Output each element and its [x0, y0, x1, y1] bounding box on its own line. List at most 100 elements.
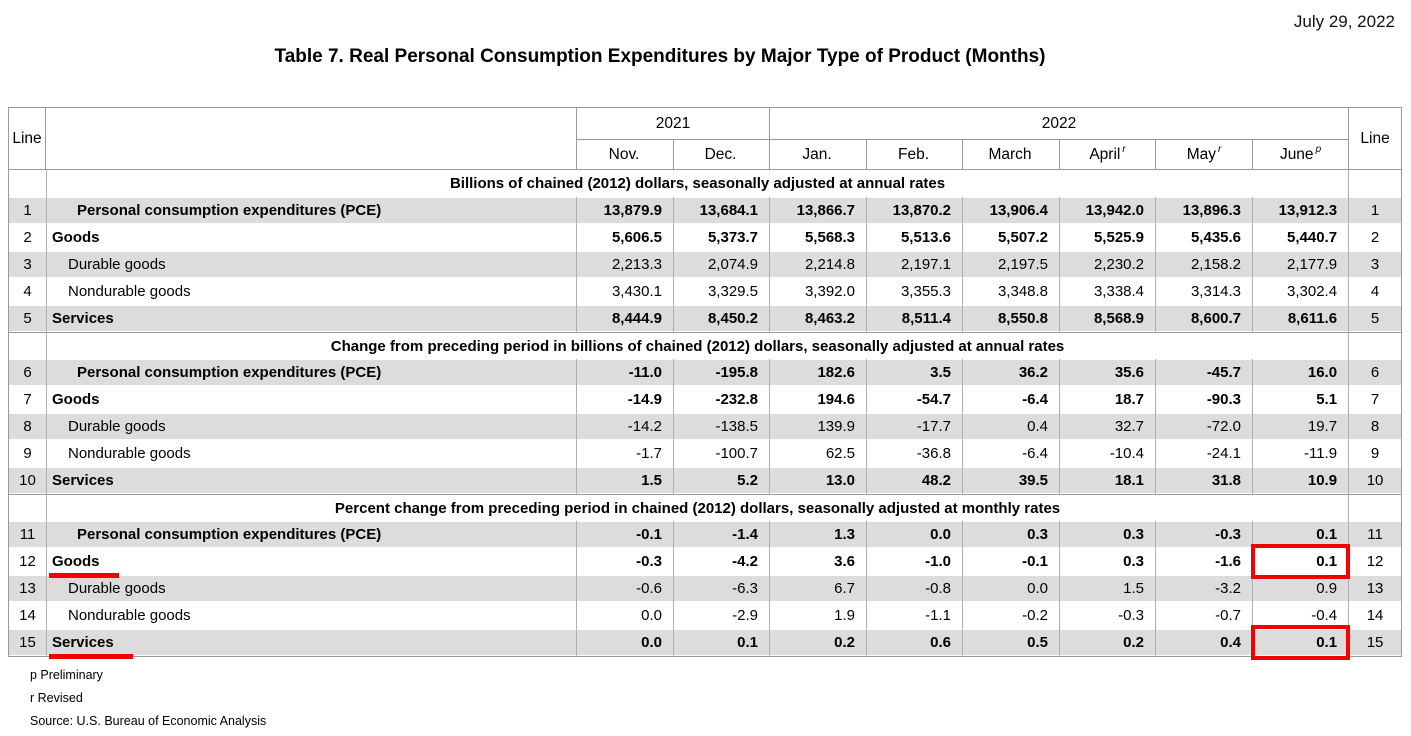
- value-cell: 2,230.2: [1059, 251, 1156, 278]
- column-header-dec: Dec.: [673, 140, 770, 170]
- value-cell: 62.5: [769, 440, 867, 467]
- red-underline: [49, 654, 133, 659]
- value: -6.3: [732, 580, 759, 597]
- value: 5,525.9: [1093, 229, 1145, 246]
- value-cell: 0.3: [1059, 548, 1156, 575]
- value: 8,444.9: [611, 310, 662, 327]
- line-number: 4: [1348, 278, 1402, 305]
- table-row: 12 Goods -0.3 -4.2 3.6 -1.0 -0.1 0.3 -1.6 0.1 12: [9, 544, 1402, 579]
- row-label-cell: Services: [46, 629, 576, 659]
- row-label-cell: Nondurable goods: [46, 278, 576, 305]
- value-cell: -3.2: [1155, 575, 1253, 602]
- value-cell: 0.3: [1059, 521, 1156, 548]
- value: 0.1: [1316, 553, 1338, 570]
- value-cell: 0.1: [673, 629, 770, 656]
- value: 3.5: [930, 364, 952, 381]
- value: 2,213.3: [611, 256, 662, 273]
- value-cell: -10.4: [1059, 440, 1156, 467]
- footnote-revised: r Revised: [30, 691, 83, 705]
- value: 0.4: [1220, 634, 1242, 651]
- year-header-2021: 2021: [576, 108, 770, 140]
- month-header-row: Nov. Dec. Jan. Feb. March April r May r Ju…: [9, 140, 1401, 170]
- row-label-cell: Nondurable goods: [46, 440, 576, 467]
- value-cell: 3,302.4: [1252, 278, 1349, 305]
- value-cell: 13,879.9: [576, 197, 673, 224]
- row-label: Durable goods: [68, 418, 166, 435]
- value: 8,511.4: [901, 310, 952, 327]
- value-cell: -14.9: [576, 386, 673, 413]
- value: -0.2: [1022, 607, 1049, 624]
- table-header: Line 2021 2022 Line Nov. Dec. Jan. Feb. …: [9, 108, 1402, 170]
- value-cell: -1.7: [576, 440, 673, 467]
- value-cell: 10.9: [1252, 467, 1349, 494]
- row-label: Nondurable goods: [68, 283, 191, 300]
- value-cell: 13,684.1: [673, 197, 770, 224]
- value: 3,302.4: [1287, 283, 1338, 300]
- value: 31.8: [1211, 472, 1242, 489]
- value-cell: 0.2: [769, 629, 867, 656]
- value: 3,329.5: [707, 283, 759, 300]
- value-cell: -14.2: [576, 413, 673, 440]
- value-cell: 13,866.7: [769, 197, 867, 224]
- value: 0.0: [641, 607, 662, 624]
- value-cell: -0.4: [1252, 602, 1349, 629]
- value-cell: 0.4: [962, 413, 1060, 440]
- line-number: 1: [1348, 197, 1402, 224]
- value-cell: 5.2: [673, 467, 770, 494]
- line-number: 10: [1348, 467, 1402, 494]
- value: -36.8: [916, 445, 952, 462]
- table-row: 13 Durable goods -0.6 -6.3 6.7 -0.8 0.0 1.5 -3.2…: [9, 575, 1402, 602]
- value: 0.1: [1316, 526, 1338, 543]
- row-label-cell: Services: [46, 305, 576, 332]
- value: -1.4: [732, 526, 759, 543]
- value: 2,177.9: [1287, 256, 1338, 273]
- value-cell: 2,197.1: [866, 251, 963, 278]
- table-row: 3 Durable goods 2,213.3 2,074.9 2,214.8 2,197…: [9, 251, 1402, 278]
- value: -0.8: [925, 580, 952, 597]
- value-cell: 13.0: [769, 467, 867, 494]
- value: 0.1: [737, 634, 759, 651]
- page-title: Table 7. Real Personal Consumption Expen…: [274, 46, 1046, 67]
- value-cell: 2,074.9: [673, 251, 770, 278]
- value: 8,550.8: [997, 310, 1049, 327]
- value: 0.6: [930, 634, 952, 651]
- column-header-april: April r: [1059, 140, 1156, 170]
- value-cell: -0.6: [576, 575, 673, 602]
- table-row: 5 Services 8,444.9 8,450.2 8,463.2 8,511.4 8,5…: [9, 305, 1402, 332]
- table-body: Billions of chained (2012) dollars, seas…: [9, 170, 1402, 660]
- value: 3,314.3: [1190, 283, 1242, 300]
- value: 19.7: [1307, 418, 1338, 435]
- table-row: 7 Goods -14.9 -232.8 194.6 -54.7 -6.4 18.7 -90.3…: [9, 386, 1402, 413]
- value-cell: 1.5: [1059, 575, 1156, 602]
- value: 39.5: [1018, 472, 1049, 489]
- value: 1.3: [834, 526, 856, 543]
- value-cell: -6.3: [673, 575, 770, 602]
- line-number: 6: [1348, 359, 1402, 386]
- value: 5,513.6: [900, 229, 952, 246]
- value-cell: 194.6: [769, 386, 867, 413]
- value-cell: 0.0: [576, 602, 673, 629]
- red-underline: [49, 573, 119, 578]
- line-number: 15: [1348, 629, 1402, 656]
- value-cell: 5,507.2: [962, 224, 1060, 251]
- line-cell-empty: [1348, 494, 1402, 521]
- table-row: 14 Nondurable goods 0.0 -2.9 1.9 -1.1 -0.2 -0.3…: [9, 602, 1402, 629]
- value: -72.0: [1206, 418, 1242, 435]
- value: -6.4: [1022, 391, 1049, 408]
- value: 2,230.2: [1093, 256, 1145, 273]
- value: 3,348.8: [997, 283, 1049, 300]
- section-title: Change from preceding period in billions…: [46, 332, 1349, 359]
- line-cell-empty: [9, 170, 46, 197]
- value: 3,430.1: [611, 283, 662, 300]
- value: 1.9: [834, 607, 856, 624]
- year-header-row: Line 2021 2022 Line: [9, 108, 1402, 170]
- value: 0.3: [1027, 526, 1049, 543]
- table-row: 9 Nondurable goods -1.7 -100.7 62.5 -36.8 -6.4…: [9, 440, 1402, 467]
- value-cell: -11.9: [1252, 440, 1349, 467]
- value: 0.4: [1027, 418, 1049, 435]
- value-cell: 2,177.9: [1252, 251, 1349, 278]
- row-label-cell: Durable goods: [46, 251, 576, 278]
- value-cell: 182.6: [769, 359, 867, 386]
- value-cell: 19.7: [1252, 413, 1349, 440]
- line-number: 13: [1348, 575, 1402, 602]
